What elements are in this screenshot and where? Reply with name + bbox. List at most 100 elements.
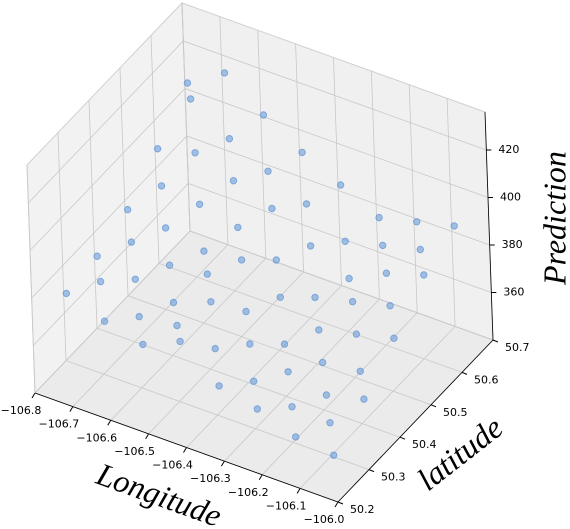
point xyxy=(253,405,261,413)
point xyxy=(169,298,178,307)
point xyxy=(157,182,166,190)
point xyxy=(242,307,250,316)
grid-line xyxy=(57,132,370,470)
point xyxy=(341,237,349,246)
point xyxy=(318,358,327,367)
y-tick-label: 50.5 xyxy=(443,406,468,419)
y-tick xyxy=(368,469,375,473)
z-tick-label: 400 xyxy=(500,191,521,204)
x-tick-label: −106.3 xyxy=(190,472,231,485)
y-tick-label: 50.7 xyxy=(505,341,530,354)
point xyxy=(326,419,334,427)
point xyxy=(259,111,268,119)
point xyxy=(382,269,391,277)
x-tick xyxy=(69,406,74,412)
point xyxy=(322,391,331,399)
point xyxy=(298,148,306,157)
y-tick xyxy=(461,371,468,375)
point xyxy=(225,135,234,143)
point xyxy=(173,321,181,330)
y-tick-label: 50.2 xyxy=(350,503,375,516)
point xyxy=(100,317,109,325)
point xyxy=(420,271,428,279)
point xyxy=(272,256,280,264)
z-axis-line xyxy=(484,111,494,341)
point xyxy=(96,277,105,286)
y-tick xyxy=(337,501,344,505)
x-tick-label: −106.0 xyxy=(304,513,345,526)
x-tick-label: −106.8 xyxy=(1,404,42,417)
y-axis-label: latitude xyxy=(410,409,509,498)
grid-line xyxy=(33,183,492,346)
y-tick-label: 50.4 xyxy=(412,438,437,451)
point xyxy=(352,330,361,338)
point xyxy=(315,326,323,334)
point xyxy=(200,247,208,255)
point xyxy=(123,205,132,214)
grid-line xyxy=(150,35,463,373)
point xyxy=(416,245,424,254)
point xyxy=(135,312,143,321)
grid-line xyxy=(88,100,401,438)
point xyxy=(229,177,238,185)
point xyxy=(220,69,229,77)
x-tick-label: −106.2 xyxy=(228,486,269,499)
grid-line xyxy=(28,40,487,204)
z-tick-label: 420 xyxy=(498,143,519,156)
z-tick-label: 380 xyxy=(502,238,523,251)
x-tick xyxy=(220,460,225,467)
point xyxy=(131,275,140,283)
point xyxy=(139,340,147,349)
y-tick-label: 50.6 xyxy=(474,373,499,386)
point xyxy=(311,293,319,302)
z-axis-label: Prediction xyxy=(536,151,570,286)
x-tick xyxy=(334,501,339,508)
z-tick-label: 360 xyxy=(503,286,524,299)
point xyxy=(345,274,353,283)
point xyxy=(348,297,357,306)
point xyxy=(288,403,296,411)
point xyxy=(336,181,345,189)
point xyxy=(215,382,223,390)
point xyxy=(306,242,315,250)
grid-line xyxy=(31,135,490,299)
x-tick xyxy=(107,419,112,426)
point xyxy=(386,302,394,310)
point xyxy=(195,200,204,209)
x-tick xyxy=(31,392,36,399)
point xyxy=(246,340,254,348)
grid-line xyxy=(119,67,432,406)
point xyxy=(234,223,242,232)
point xyxy=(165,261,174,269)
x-tick xyxy=(258,474,263,481)
x-tick xyxy=(183,447,187,453)
point xyxy=(237,256,246,264)
point xyxy=(302,200,311,208)
point xyxy=(280,340,289,348)
point xyxy=(375,213,383,222)
x-axis-line xyxy=(34,392,339,503)
point xyxy=(284,368,292,376)
point xyxy=(264,167,272,176)
point xyxy=(207,298,215,306)
x-tick-label: −106.7 xyxy=(39,418,80,431)
point xyxy=(203,270,212,278)
point xyxy=(127,238,136,246)
point xyxy=(161,224,170,232)
y-tick-label: 50.3 xyxy=(381,471,406,484)
point xyxy=(390,334,398,342)
point xyxy=(176,337,184,346)
point xyxy=(93,252,101,260)
point xyxy=(211,344,219,353)
point xyxy=(360,395,368,403)
point xyxy=(413,218,421,226)
point xyxy=(62,289,71,298)
x-tick-label: −106.1 xyxy=(266,499,307,512)
point xyxy=(292,433,300,441)
y-tick xyxy=(430,404,437,408)
point xyxy=(356,367,364,375)
point xyxy=(191,149,199,157)
x-tick-label: −106.5 xyxy=(114,445,155,458)
point xyxy=(276,293,284,301)
